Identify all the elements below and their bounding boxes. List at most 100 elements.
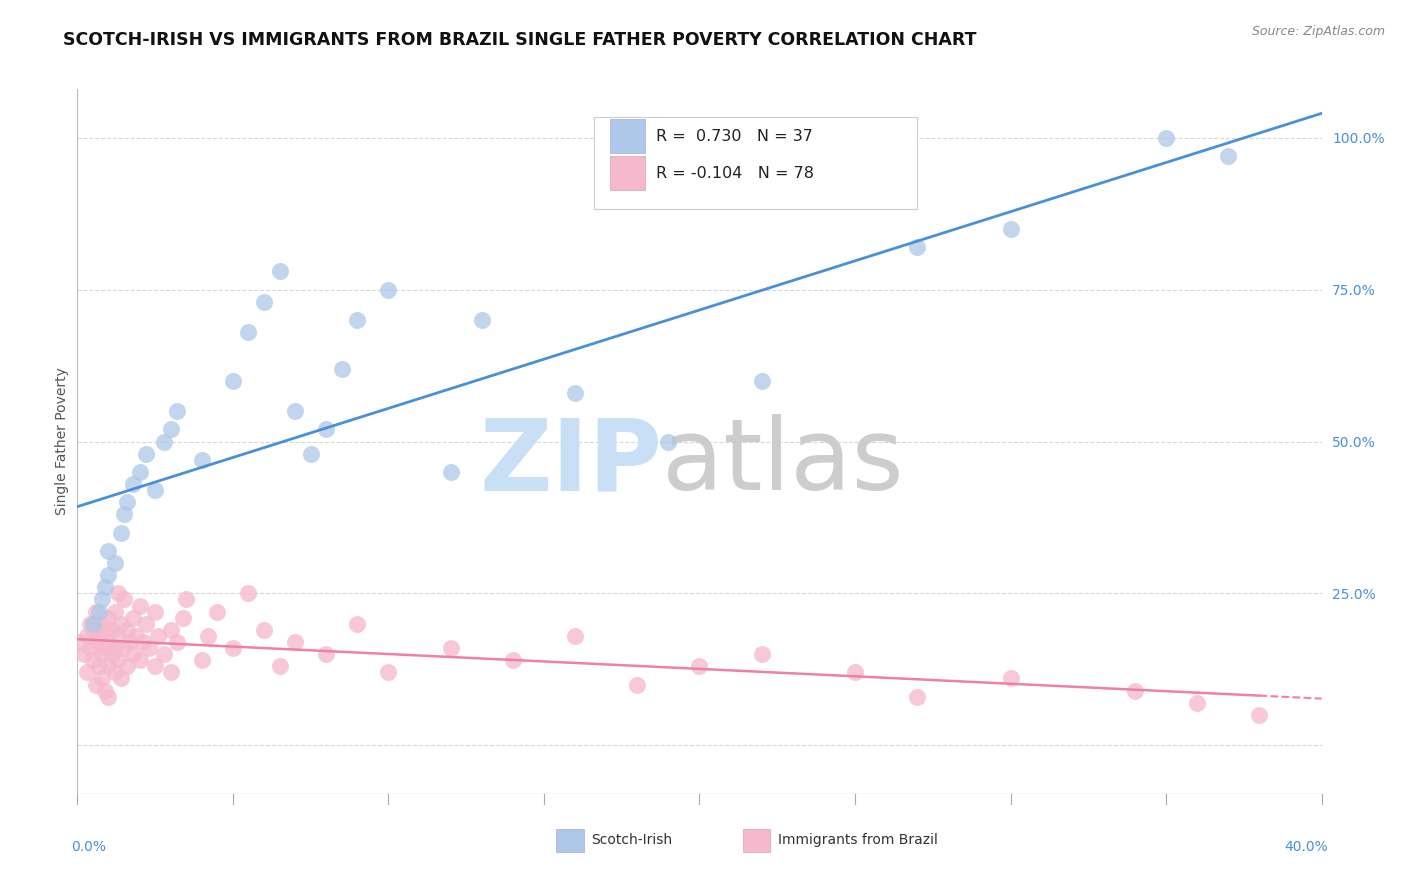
Point	[110, 525, 132, 540]
Point	[315, 422, 337, 436]
Point	[439, 465, 461, 479]
Point	[197, 629, 219, 643]
Point	[120, 635, 142, 649]
Point	[1123, 683, 1146, 698]
Point	[502, 653, 524, 667]
Point	[122, 611, 145, 625]
Point	[153, 647, 176, 661]
Point	[115, 659, 138, 673]
FancyBboxPatch shape	[610, 156, 645, 190]
Text: 40.0%: 40.0%	[1284, 839, 1327, 854]
Point	[82, 616, 104, 631]
Point	[1218, 149, 1240, 163]
Point	[159, 422, 181, 436]
Point	[299, 447, 322, 461]
Point	[107, 629, 129, 643]
Point	[91, 672, 114, 686]
Point	[87, 659, 110, 673]
Point	[82, 623, 104, 637]
Point	[377, 665, 399, 680]
Point	[284, 635, 307, 649]
Text: R =  0.730   N = 37: R = 0.730 N = 37	[657, 129, 813, 144]
Point	[346, 313, 368, 327]
Point	[112, 508, 135, 522]
Point	[207, 605, 229, 619]
Point	[104, 665, 127, 680]
Point	[131, 635, 153, 649]
Point	[174, 592, 197, 607]
Point	[135, 616, 157, 631]
Point	[1249, 707, 1271, 722]
Point	[1000, 222, 1022, 236]
Y-axis label: Single Father Poverty: Single Father Poverty	[55, 368, 69, 516]
Point	[107, 586, 129, 600]
Text: SCOTCH-IRISH VS IMMIGRANTS FROM BRAZIL SINGLE FATHER POVERTY CORRELATION CHART: SCOTCH-IRISH VS IMMIGRANTS FROM BRAZIL S…	[63, 31, 977, 49]
Text: R = -0.104   N = 78: R = -0.104 N = 78	[657, 166, 814, 181]
Point	[844, 665, 866, 680]
Point	[79, 616, 101, 631]
Point	[91, 592, 114, 607]
Point	[97, 611, 120, 625]
Point	[751, 647, 773, 661]
Point	[72, 647, 94, 661]
Point	[166, 404, 188, 418]
Point	[166, 635, 188, 649]
Point	[128, 653, 150, 667]
Point	[91, 616, 114, 631]
Point	[87, 629, 110, 643]
Point	[657, 434, 679, 449]
Point	[238, 325, 260, 339]
Point	[190, 653, 214, 667]
Text: atlas: atlas	[662, 414, 904, 511]
Point	[79, 641, 101, 656]
Point	[564, 386, 586, 401]
Point	[1154, 130, 1177, 145]
Point	[315, 647, 337, 661]
Point	[104, 605, 127, 619]
Point	[91, 647, 114, 661]
Point	[97, 544, 120, 558]
FancyBboxPatch shape	[557, 830, 583, 852]
Text: 0.0%: 0.0%	[72, 839, 105, 854]
Point	[84, 677, 107, 691]
Point	[94, 580, 117, 594]
Point	[69, 635, 91, 649]
FancyBboxPatch shape	[593, 118, 917, 209]
Point	[100, 623, 122, 637]
Point	[84, 605, 107, 619]
Point	[94, 683, 117, 698]
Point	[153, 434, 176, 449]
Point	[107, 653, 129, 667]
Text: Scotch-Irish: Scotch-Irish	[592, 833, 672, 847]
FancyBboxPatch shape	[610, 119, 645, 153]
Point	[346, 616, 368, 631]
Point	[87, 605, 110, 619]
Text: Source: ZipAtlas.com: Source: ZipAtlas.com	[1251, 25, 1385, 38]
Point	[82, 653, 104, 667]
Point	[148, 629, 170, 643]
Point	[97, 568, 120, 582]
Point	[905, 690, 928, 704]
Point	[112, 641, 135, 656]
Point	[112, 592, 135, 607]
Point	[122, 477, 145, 491]
Point	[238, 586, 260, 600]
Point	[751, 374, 773, 388]
Point	[222, 374, 245, 388]
Point	[330, 361, 353, 376]
Point	[269, 264, 291, 278]
Point	[143, 659, 166, 673]
Point	[377, 283, 399, 297]
Point	[104, 556, 127, 570]
Point	[626, 677, 648, 691]
Point	[115, 495, 138, 509]
Point	[84, 635, 107, 649]
Point	[1000, 672, 1022, 686]
Point	[110, 672, 132, 686]
Point	[125, 629, 148, 643]
Point	[97, 659, 120, 673]
Point	[284, 404, 307, 418]
Point	[253, 623, 276, 637]
Point	[104, 641, 127, 656]
Point	[76, 665, 98, 680]
